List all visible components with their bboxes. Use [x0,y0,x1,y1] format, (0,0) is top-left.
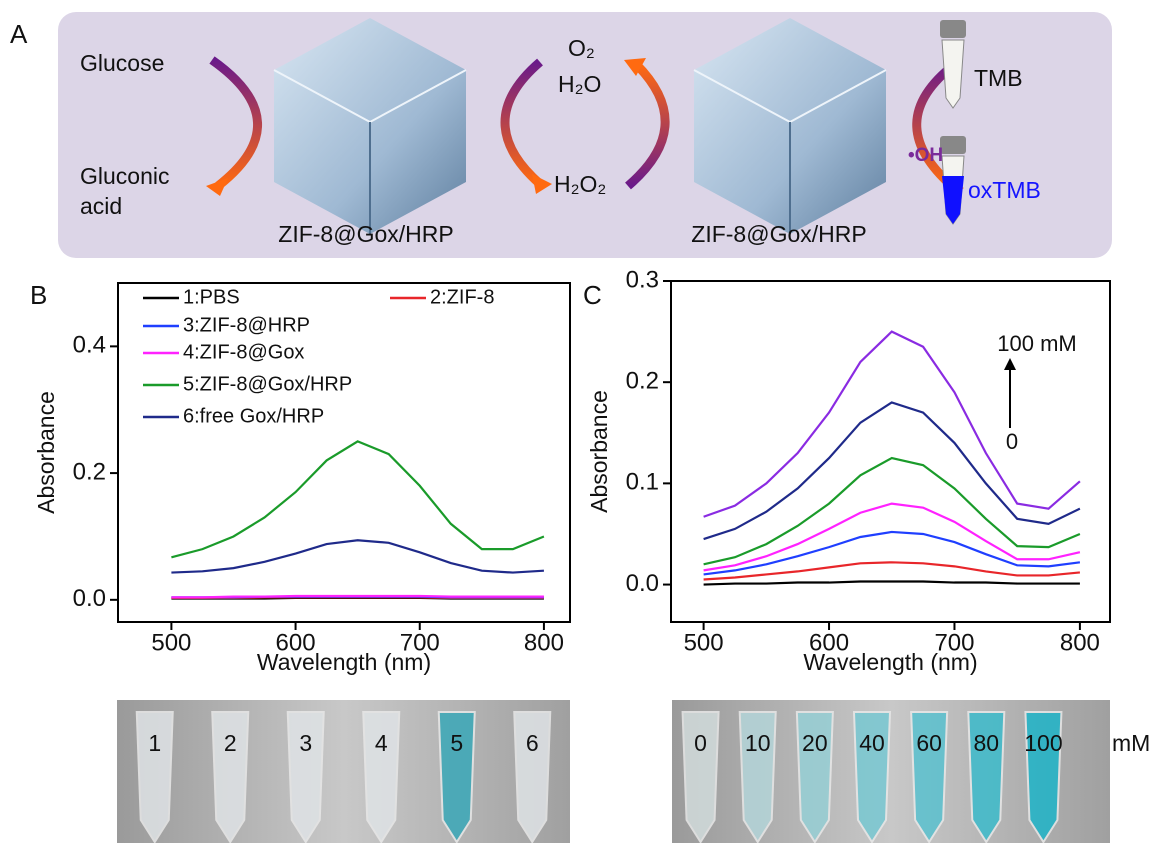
figure: A Glucose Gluconic acid ZIF-8@Gox/HRP ZI… [0,0,1168,843]
product: acid [80,193,122,219]
panel-label: B [30,280,47,310]
annotation: 100 mM [997,331,1076,356]
photo [117,700,570,843]
substrate: Glucose [80,50,164,76]
chemical: H₂O [558,71,601,97]
x-tick-label: 800 [524,629,564,656]
catalyst-label: ZIF-8@Gox/HRP [278,221,453,247]
y-tick-label: 0.3 [626,266,659,293]
y-tick-label: 0.2 [73,458,106,485]
data-line [704,402,1080,539]
unit-label: mM [1112,730,1150,756]
data-line [704,504,1080,571]
x-tick-label: 800 [1060,629,1100,656]
legend-label: 1:PBS [183,286,240,308]
tube-label: 100 [1024,730,1062,756]
y-tick-label: 0.4 [73,332,106,359]
annotation: 0 [1006,429,1018,454]
legend-label: 3:ZIF-8@HRP [183,314,310,336]
y-axis-label: Absorbance [33,391,59,514]
tube-label: 3 [299,730,312,756]
tube-label: 0 [694,730,707,756]
page: A Glucose Gluconic acid ZIF-8@Gox/HRP ZI… [0,0,1168,848]
chemical: TMB [974,65,1023,91]
tube-label: 20 [802,730,828,756]
chemical: H₂O₂ [554,171,606,197]
tube-label: 1 [148,730,161,756]
y-axis-label: Absorbance [586,390,612,513]
chemical: oxTMB [968,177,1041,203]
y-tick-label: 0.0 [626,570,659,597]
x-axis-label: Wavelength (nm) [803,649,977,675]
data-line [704,332,1080,517]
data-line [171,596,544,597]
y-tick-label: 0.1 [626,469,659,496]
chemical: O₂ [568,35,595,61]
legend-label: 4:ZIF-8@Gox [183,341,304,363]
tube-label: 10 [745,730,771,756]
data-line [704,458,1080,564]
arrow-head [1004,358,1016,370]
panel-label: A [10,19,28,49]
legend-label: 2:ZIF-8 [430,286,494,308]
data-line [704,582,1080,585]
legend-label: 5:ZIF-8@Gox/HRP [183,373,352,395]
tube-label: 6 [526,730,539,756]
data-line [704,532,1080,574]
radical: •OH [908,145,943,166]
product: Gluconic [80,163,169,189]
x-tick-label: 500 [151,629,191,656]
y-tick-label: 0.0 [73,585,106,612]
tube-label: 4 [375,730,388,756]
y-tick-label: 0.2 [626,368,659,395]
panel-label: C [583,280,602,310]
tube-label: 60 [916,730,942,756]
tube-label: 2 [224,730,237,756]
tube-label: 40 [859,730,885,756]
x-axis-label: Wavelength (nm) [257,649,431,675]
catalyst-label: ZIF-8@Gox/HRP [691,221,866,247]
x-tick-label: 500 [684,629,724,656]
tube-label: 80 [973,730,999,756]
legend-label: 6:free Gox/HRP [183,405,324,427]
data-line [171,540,544,572]
tube-label: 5 [450,730,463,756]
